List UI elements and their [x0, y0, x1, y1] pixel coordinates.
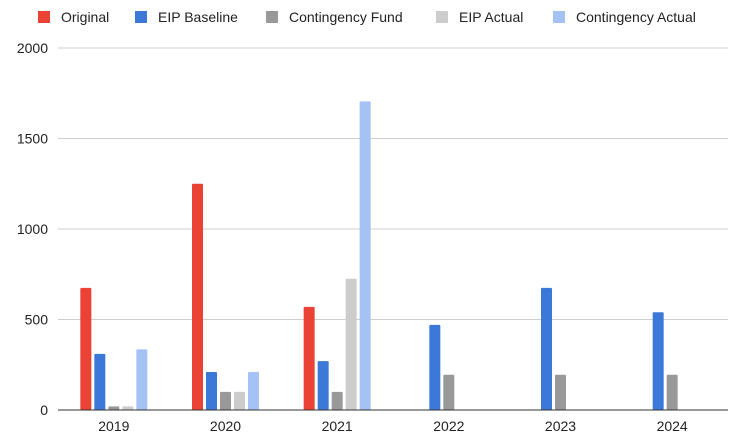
bar-2020-2: [206, 371, 217, 410]
y-tick-label-500: 500: [25, 312, 49, 328]
x-tick-label-2020: 2020: [210, 418, 241, 434]
bar-2021-3: [331, 391, 343, 410]
legend-swatch-1: [38, 11, 50, 23]
legend-label-3: Contingency Fund: [289, 9, 403, 25]
legend-label-5: Contingency Actual: [576, 9, 696, 25]
x-axis-ticks: 2019 2020 2021 2022 2023 2024: [98, 418, 688, 434]
bar-2022-3: [443, 374, 455, 410]
bar-2022-2: [429, 324, 441, 410]
bar-2020-3: [220, 391, 231, 410]
bar-2019-4: [122, 406, 134, 410]
bars: [80, 101, 678, 411]
legend-swatch-5: [553, 11, 565, 23]
legend-label-1: Original: [61, 9, 109, 25]
x-tick-label-2022: 2022: [433, 418, 464, 434]
bar-2019-2: [94, 353, 106, 410]
legend-swatch-4: [436, 11, 448, 23]
y-tick-label-0: 0: [40, 402, 48, 418]
bar-2020-4: [234, 391, 245, 410]
bar-2024-3: [666, 374, 678, 410]
bar-2023-3: [555, 374, 566, 410]
x-tick-label-2019: 2019: [98, 418, 129, 434]
x-tick-label-2024: 2024: [657, 418, 688, 434]
bar-2019-3: [108, 406, 120, 410]
gridlines: [58, 47, 728, 320]
y-tick-label-2000: 2000: [17, 40, 48, 56]
x-tick-label-2021: 2021: [322, 418, 353, 434]
bar-2023-2: [541, 287, 552, 410]
legend-swatch-3: [266, 11, 278, 23]
bar-2020-5: [248, 371, 259, 410]
bar-2019-5: [136, 349, 148, 410]
bar-2020-1: [192, 183, 203, 410]
bar-2021-2: [317, 361, 329, 410]
x-tick-label-2023: 2023: [545, 418, 576, 434]
legend-label-4: EIP Actual: [459, 9, 523, 25]
legend-label-2: EIP Baseline: [158, 9, 238, 25]
y-tick-label-1500: 1500: [17, 131, 48, 147]
bar-2021-4: [345, 278, 357, 410]
legend-swatch-2: [135, 11, 147, 23]
bar-2019-1: [80, 287, 92, 410]
bar-2021-5: [359, 101, 371, 411]
bar-2024-2: [652, 312, 664, 410]
bar-2021-1: [303, 306, 315, 410]
y-axis-ticks: 0 500 1000 1500 2000: [17, 40, 48, 418]
y-tick-label-1000: 1000: [17, 221, 48, 237]
legend: Original EIP Baseline Contingency Fund EIP …: [38, 9, 696, 25]
